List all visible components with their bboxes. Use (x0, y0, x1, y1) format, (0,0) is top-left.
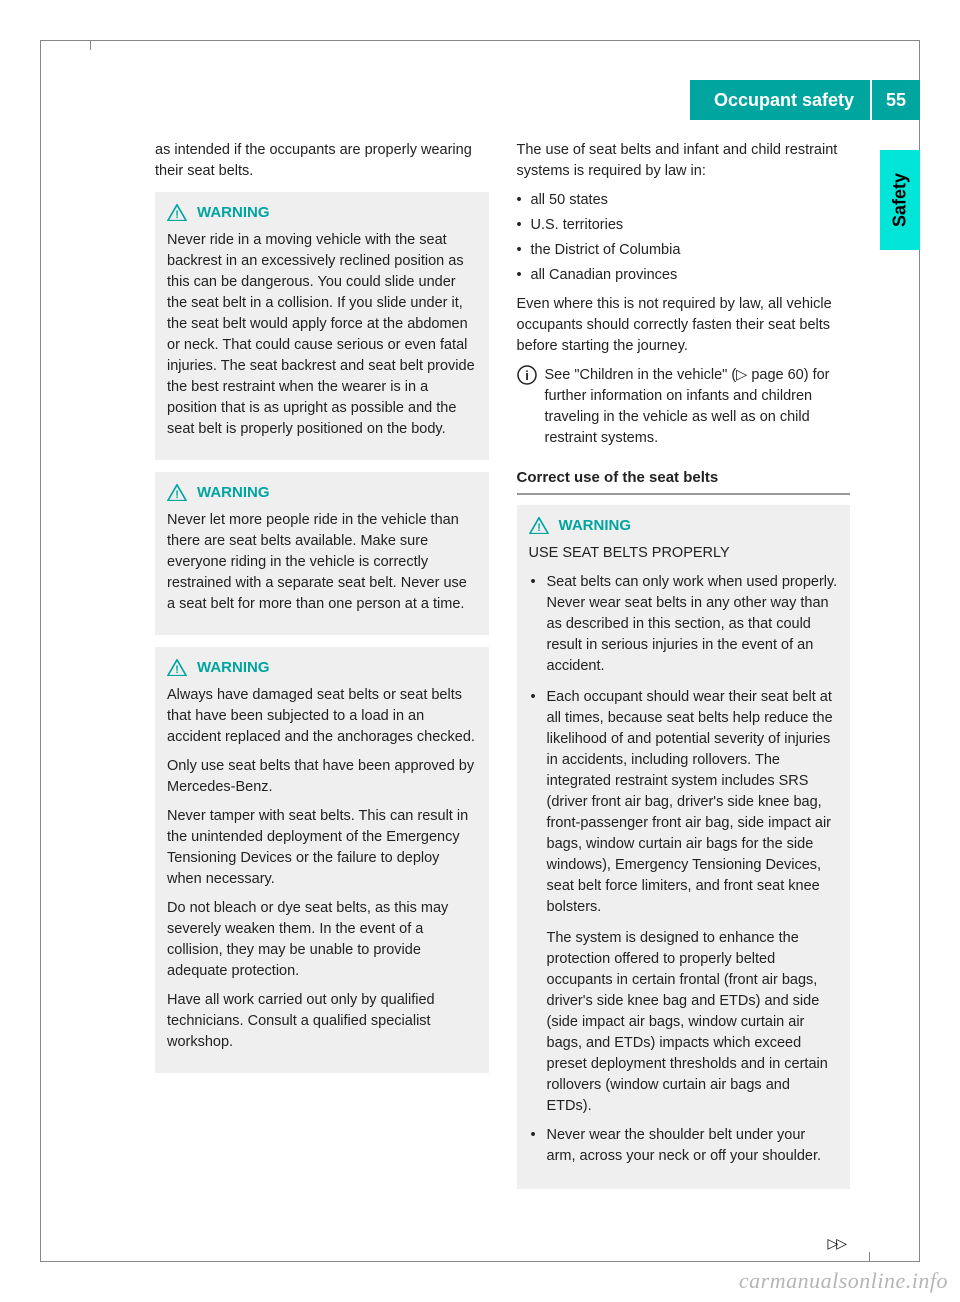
warning-header: ! WARNING (529, 515, 839, 537)
warning-bullets: Never wear the shoulder belt under your … (529, 1125, 839, 1167)
intro-text: The use of seat belts and infant and chi… (517, 140, 851, 182)
warning-box: ! WARNING Never let more people ride in … (155, 472, 489, 635)
list-item: all Canadian provinces (517, 265, 851, 286)
svg-text:!: ! (175, 664, 179, 676)
warning-box: ! WARNING Never ride in a moving vehicle… (155, 192, 489, 460)
continue-marker: ▷▷ (827, 1235, 845, 1252)
warning-header: ! WARNING (167, 202, 477, 224)
list-item: Each occupant should wear their seat bel… (529, 687, 839, 918)
warning-text: Do not bleach or dye seat belts, as this… (167, 898, 477, 982)
list-item: U.S. territories (517, 215, 851, 236)
warning-header: ! WARNING (167, 657, 477, 679)
warning-header: ! WARNING (167, 482, 477, 504)
warning-text: The system is designed to enhance the pr… (529, 928, 839, 1117)
list-item: Seat belts can only work when used prope… (529, 572, 839, 677)
left-column: as intended if the occupants are properl… (155, 140, 489, 1232)
page-number: 55 (870, 80, 920, 120)
info-icon: i (517, 365, 537, 385)
warning-text: Have all work carried out only by qualif… (167, 990, 477, 1053)
svg-text:i: i (525, 368, 529, 383)
watermark: carmanualsonline.info (739, 1268, 948, 1294)
warning-box: ! WARNING Always have damaged seat belts… (155, 647, 489, 1073)
info-text: See "Children in the vehicle" (▷ page 60… (545, 365, 851, 449)
warning-text: Always have damaged seat belts or seat b… (167, 685, 477, 748)
crop-tick (90, 40, 91, 50)
warning-triangle-icon: ! (529, 517, 549, 535)
svg-text:!: ! (537, 522, 541, 534)
warning-title: WARNING (559, 515, 632, 537)
list-item: Never wear the shoulder belt under your … (529, 1125, 839, 1167)
warning-text: Never let more people ride in the vehicl… (167, 510, 477, 615)
warning-triangle-icon: ! (167, 204, 187, 222)
content-area: as intended if the occupants are properl… (155, 140, 850, 1232)
warning-title: WARNING (197, 482, 270, 504)
warning-text: Never tamper with seat belts. This can r… (167, 806, 477, 890)
warning-bullets: Seat belts can only work when used prope… (529, 572, 839, 918)
svg-text:!: ! (175, 209, 179, 221)
intro-text: as intended if the occupants are properl… (155, 140, 489, 182)
warning-title: WARNING (197, 202, 270, 224)
crop-tick (869, 1252, 870, 1262)
info-note: i See "Children in the vehicle" (▷ page … (517, 365, 851, 449)
list-item: all 50 states (517, 190, 851, 211)
warning-text: Never ride in a moving vehicle with the … (167, 230, 477, 440)
warning-subtitle: USE SEAT BELTS PROPERLY (529, 543, 839, 564)
right-column: The use of seat belts and infant and chi… (517, 140, 851, 1232)
svg-text:!: ! (175, 489, 179, 501)
warning-text: Only use seat belts that have been appro… (167, 756, 477, 798)
law-list: all 50 states U.S. territories the Distr… (517, 190, 851, 286)
warning-box: ! WARNING USE SEAT BELTS PROPERLY Seat b… (517, 505, 851, 1189)
body-text: Even where this is not required by law, … (517, 294, 851, 357)
warning-triangle-icon: ! (167, 659, 187, 677)
page-header: Occupant safety 55 (40, 80, 920, 120)
warning-title: WARNING (197, 657, 270, 679)
header-title: Occupant safety (690, 80, 870, 120)
section-tab-safety: Safety (880, 150, 920, 250)
warning-triangle-icon: ! (167, 484, 187, 502)
list-item: the District of Columbia (517, 240, 851, 261)
section-heading: Correct use of the seat belts (517, 467, 851, 495)
